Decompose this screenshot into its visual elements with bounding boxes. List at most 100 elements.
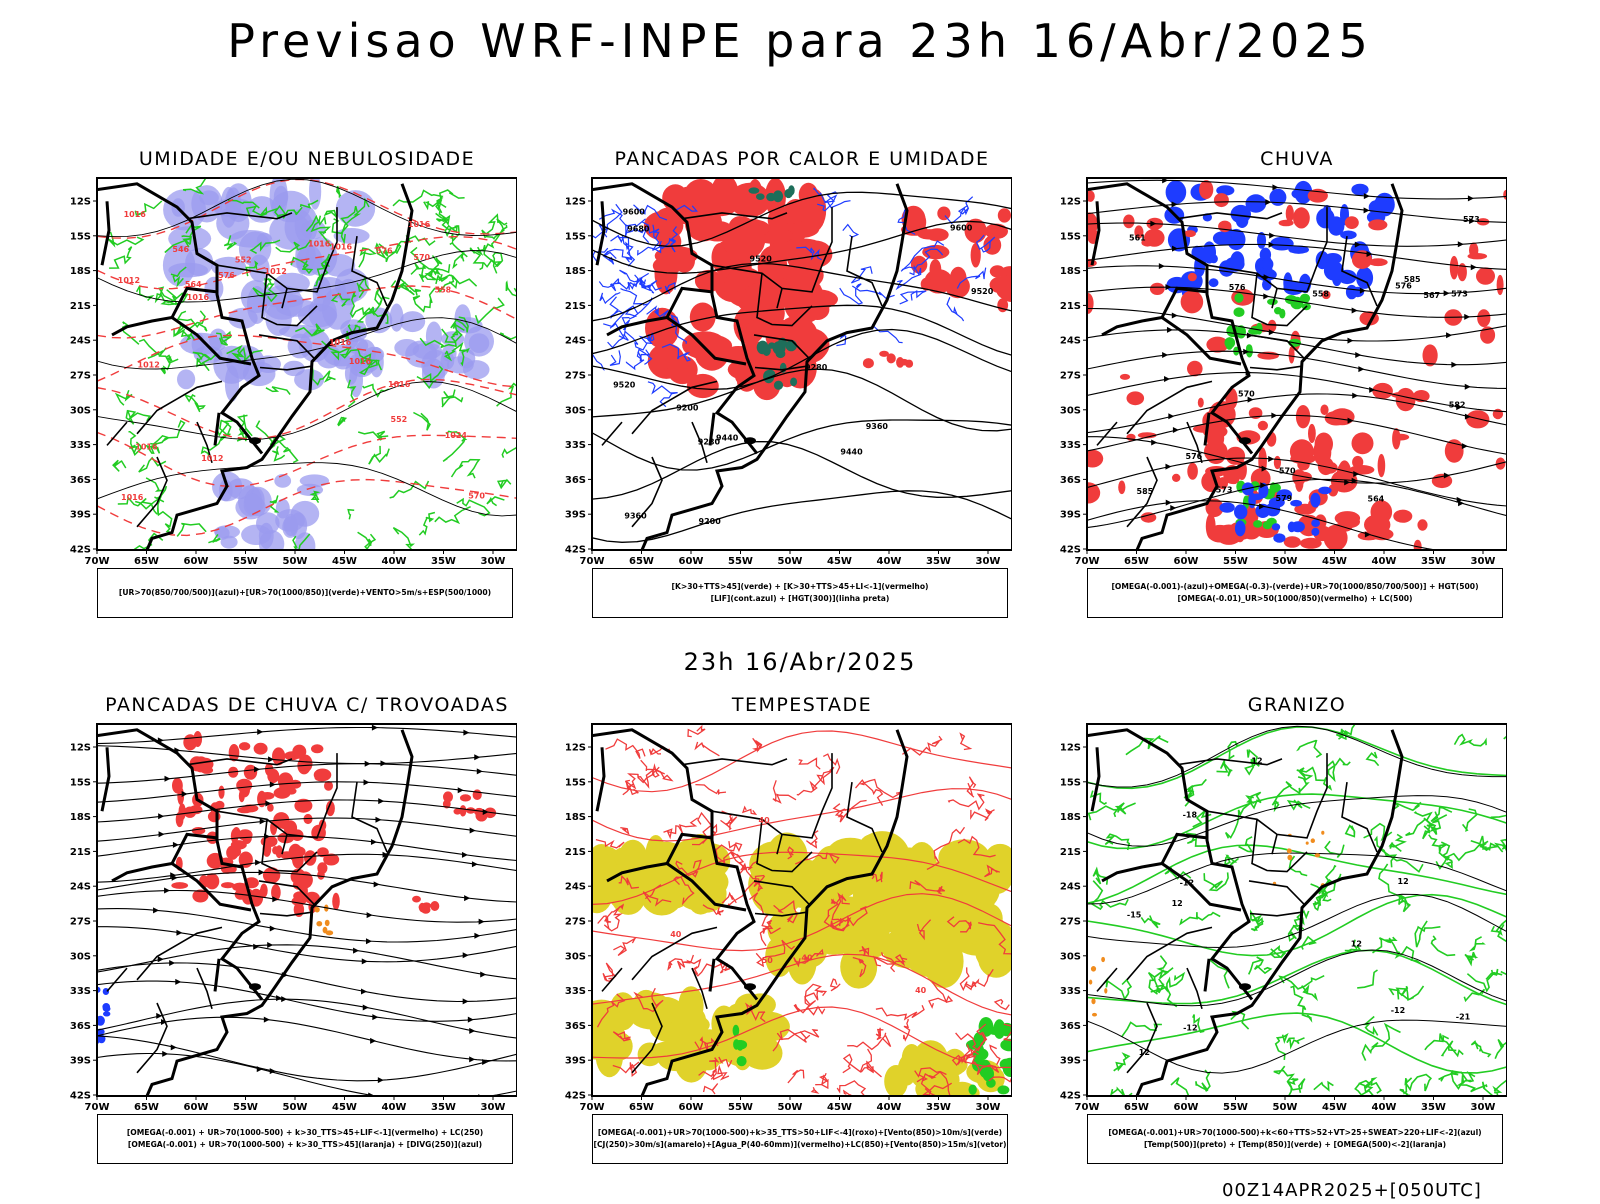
lon-tick-label: 70W — [1075, 556, 1100, 567]
lat-tick-label: 12S — [1060, 197, 1081, 208]
contour-label: 570 — [413, 253, 430, 262]
contour-label: 9680 — [627, 224, 650, 233]
contour-label: 558 — [1312, 289, 1329, 298]
lat-tick-label: 15S — [1060, 231, 1081, 242]
lat-tick-label: 27S — [70, 371, 91, 382]
panel-title: UMIDADE E/OU NEBULOSIDADE — [138, 148, 476, 170]
contour-label: 40 — [801, 954, 813, 963]
lon-tick-label: 65W — [134, 556, 159, 567]
lon-tick-label: 50W — [1273, 1102, 1298, 1113]
legend-line: [OMEGA(-0.01)_UR>50(1000/850)(vermelho) … — [1177, 594, 1413, 603]
lon-tick-label: 35W — [926, 1102, 951, 1113]
lat-tick-label: 33S — [70, 440, 91, 451]
contour-label: 1016 — [187, 293, 210, 302]
lon-tick-label: 70W — [85, 1102, 110, 1113]
legend-line: [OMEGA(-0.001)-(azul)+OMEGA(-0.3)-(verde… — [1111, 582, 1479, 591]
legend-line: [OMEGA(-0.001)+UR>70(1000-500)+k<60+TTS>… — [1108, 1128, 1482, 1137]
lat-tick-label: 33S — [1060, 986, 1081, 997]
contour-label: 546 — [172, 245, 189, 254]
contour-label: 1016 — [330, 243, 353, 252]
lon-tick-label: 65W — [629, 556, 654, 567]
contour-label: 9200 — [676, 404, 699, 413]
contour-label: 567 — [1423, 291, 1440, 300]
contour-label: 9440 — [840, 447, 863, 456]
lat-tick-label: 30S — [70, 951, 91, 962]
lat-tick-label: 42S — [565, 545, 586, 556]
panel-tempestade: TEMPESTADE 40 50 40 40 40 12S 15S 18S 21S 24S 27S 30… — [565, 694, 1082, 1204]
lat-tick-label: 33S — [70, 986, 91, 997]
contour-label: 9600 — [950, 224, 973, 233]
lat-tick-label: 12S — [1060, 743, 1081, 754]
contour-label: 1024 — [445, 431, 468, 440]
lat-tick-label: 42S — [1060, 1091, 1081, 1102]
map-pancadas-calor: 9680 9600 9520 9600 9520 9440 9520 9440 9360 9360… — [565, 177, 1012, 567]
lat-tick-label: 18S — [565, 812, 586, 823]
lat-tick-label: 21S — [565, 301, 586, 312]
lon-tick-label: 70W — [580, 1102, 605, 1113]
lat-tick-label: 24S — [70, 336, 91, 347]
contour-label: 558 — [435, 285, 452, 294]
contour-label: 9440 — [716, 434, 739, 443]
panel-title: GRANIZO — [1247, 694, 1347, 716]
lon-tick-label: 60W — [1174, 1102, 1199, 1113]
lat-tick-label: 42S — [70, 545, 91, 556]
lon-tick-label: 45W — [332, 556, 357, 567]
contour-label: 573 — [1451, 289, 1468, 298]
lat-tick-label: 30S — [70, 405, 91, 416]
contour-label: 40 — [759, 816, 771, 825]
lat-tick-label: 30S — [565, 951, 586, 962]
lon-tick-label: 60W — [184, 556, 209, 567]
lat-tick-label: 42S — [70, 1091, 91, 1102]
lon-tick-label: 45W — [827, 1102, 852, 1113]
lat-tick-label: 21S — [70, 847, 91, 858]
contour-label: 12 — [1251, 756, 1262, 765]
lon-tick-label: 45W — [1322, 1102, 1347, 1113]
contour-label: 1016 — [388, 380, 411, 389]
contour-label: 1016 — [135, 443, 158, 452]
lon-tick-label: 50W — [283, 556, 308, 567]
contour-label: 12 — [1398, 877, 1409, 886]
legend-line: [CJ(250)>30m/s](amarelo)+[Agua_P(40-60mm… — [593, 1140, 1007, 1149]
lat-tick-label: 15S — [565, 231, 586, 242]
legend-box: [OMEGA(-0.001)+UR>70(1000-500)+k<60+TTS>… — [1087, 1114, 1503, 1164]
contour-label: 1012 — [138, 361, 160, 370]
lat-tick-label: 30S — [565, 405, 586, 416]
lat-tick-label: 36S — [1060, 475, 1081, 486]
legend-box: [UR>70(850/700/500)](azul)+[UR>70(1000/8… — [97, 568, 513, 618]
contour-label: 9520 — [613, 380, 636, 389]
lat-tick-label: 21S — [1060, 847, 1081, 858]
lon-tick-label: 55W — [728, 1102, 753, 1113]
contour-label: -18 — [1183, 811, 1198, 820]
lat-tick-label: 36S — [565, 1021, 586, 1032]
lon-tick-label: 35W — [431, 556, 456, 567]
lon-tick-label: 70W — [580, 556, 605, 567]
lat-tick-label: 42S — [565, 1091, 586, 1102]
lat-tick-label: 27S — [1060, 917, 1081, 928]
lon-tick-label: 40W — [382, 1102, 407, 1113]
contour-label: 576 — [1229, 283, 1246, 292]
lon-tick-label: 30W — [1471, 1102, 1496, 1113]
lon-tick-label: 40W — [382, 556, 407, 567]
middle-date: 23h 16/Abr/2025 — [683, 648, 917, 676]
contour-label: 576 — [376, 247, 393, 256]
lat-tick-label: 36S — [70, 1021, 91, 1032]
lat-tick-label: 36S — [565, 475, 586, 486]
lat-tick-label: 12S — [70, 197, 91, 208]
lon-tick-label: 65W — [134, 1102, 159, 1113]
contour-label: 1016 — [121, 493, 144, 502]
contour-label: 585 — [1404, 275, 1421, 284]
contour-label: -21 — [1456, 1013, 1471, 1022]
lon-tick-label: 60W — [184, 1102, 209, 1113]
lat-tick-label: 33S — [1060, 440, 1081, 451]
contour-label: 9360 — [624, 511, 647, 520]
lat-tick-label: 24S — [1060, 882, 1081, 893]
lat-tick-label: 39S — [1060, 510, 1081, 521]
contour-label: 570 — [468, 491, 485, 500]
lat-tick-label: 18S — [1060, 812, 1081, 823]
lat-tick-label: 39S — [70, 1056, 91, 1067]
lat-tick-label: 30S — [1060, 951, 1081, 962]
contour-label: 1016 — [349, 357, 372, 366]
lon-tick-label: 45W — [827, 556, 852, 567]
lat-tick-label: 39S — [1060, 1056, 1081, 1067]
